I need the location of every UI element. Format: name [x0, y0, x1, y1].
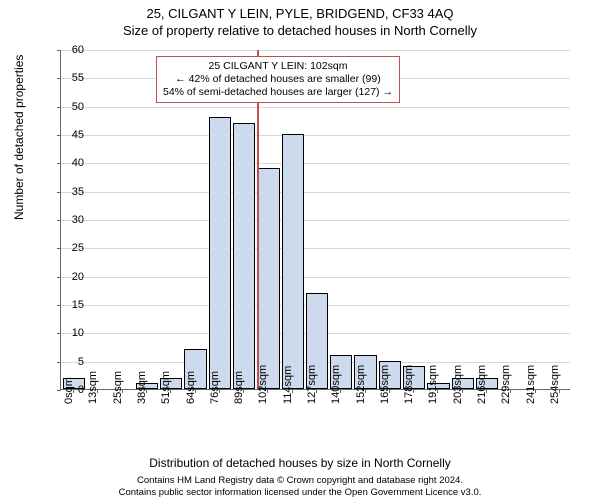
y-tick-label: 25: [54, 242, 84, 254]
histogram-bar: [282, 134, 304, 389]
grid-line: [61, 220, 570, 221]
y-tick-label: 50: [54, 101, 84, 113]
x-axis-label: Distribution of detached houses by size …: [0, 456, 600, 470]
histogram-bar: [233, 123, 255, 389]
y-tick-label: 15: [54, 299, 84, 311]
grid-line: [61, 135, 570, 136]
annotation-line2: ← 42% of detached houses are smaller (99…: [163, 73, 393, 86]
chart-area: 25 CILGANT Y LEIN: 102sqm← 42% of detach…: [60, 50, 570, 390]
grid-line: [61, 277, 570, 278]
grid-line: [61, 50, 570, 51]
grid-line: [61, 192, 570, 193]
footer-line1: Contains HM Land Registry data © Crown c…: [0, 475, 600, 486]
footer-line2: Contains public sector information licen…: [0, 487, 600, 498]
y-tick-label: 35: [54, 186, 84, 198]
y-tick-label: 10: [54, 327, 84, 339]
histogram-plot: 25 CILGANT Y LEIN: 102sqm← 42% of detach…: [60, 50, 570, 390]
histogram-bar: [257, 168, 279, 389]
annotation-line1: 25 CILGANT Y LEIN: 102sqm: [163, 60, 393, 73]
y-axis-label: Number of detached properties: [12, 55, 26, 220]
footer: Contains HM Land Registry data © Crown c…: [0, 475, 600, 498]
y-tick-label: 20: [54, 271, 84, 283]
y-tick-label: 30: [54, 214, 84, 226]
y-tick-label: 5: [54, 356, 84, 368]
annotation-box: 25 CILGANT Y LEIN: 102sqm← 42% of detach…: [156, 56, 400, 103]
grid-line: [61, 248, 570, 249]
grid-line: [61, 163, 570, 164]
histogram-bar: [209, 117, 231, 389]
title-sub: Size of property relative to detached ho…: [0, 21, 600, 38]
y-tick-label: 60: [54, 44, 84, 56]
y-tick-label: 45: [54, 129, 84, 141]
y-tick-label: 55: [54, 72, 84, 84]
y-tick-label: 40: [54, 157, 84, 169]
annotation-line3: 54% of semi-detached houses are larger (…: [163, 86, 393, 99]
title-main: 25, CILGANT Y LEIN, PYLE, BRIDGEND, CF33…: [0, 0, 600, 21]
grid-line: [61, 107, 570, 108]
